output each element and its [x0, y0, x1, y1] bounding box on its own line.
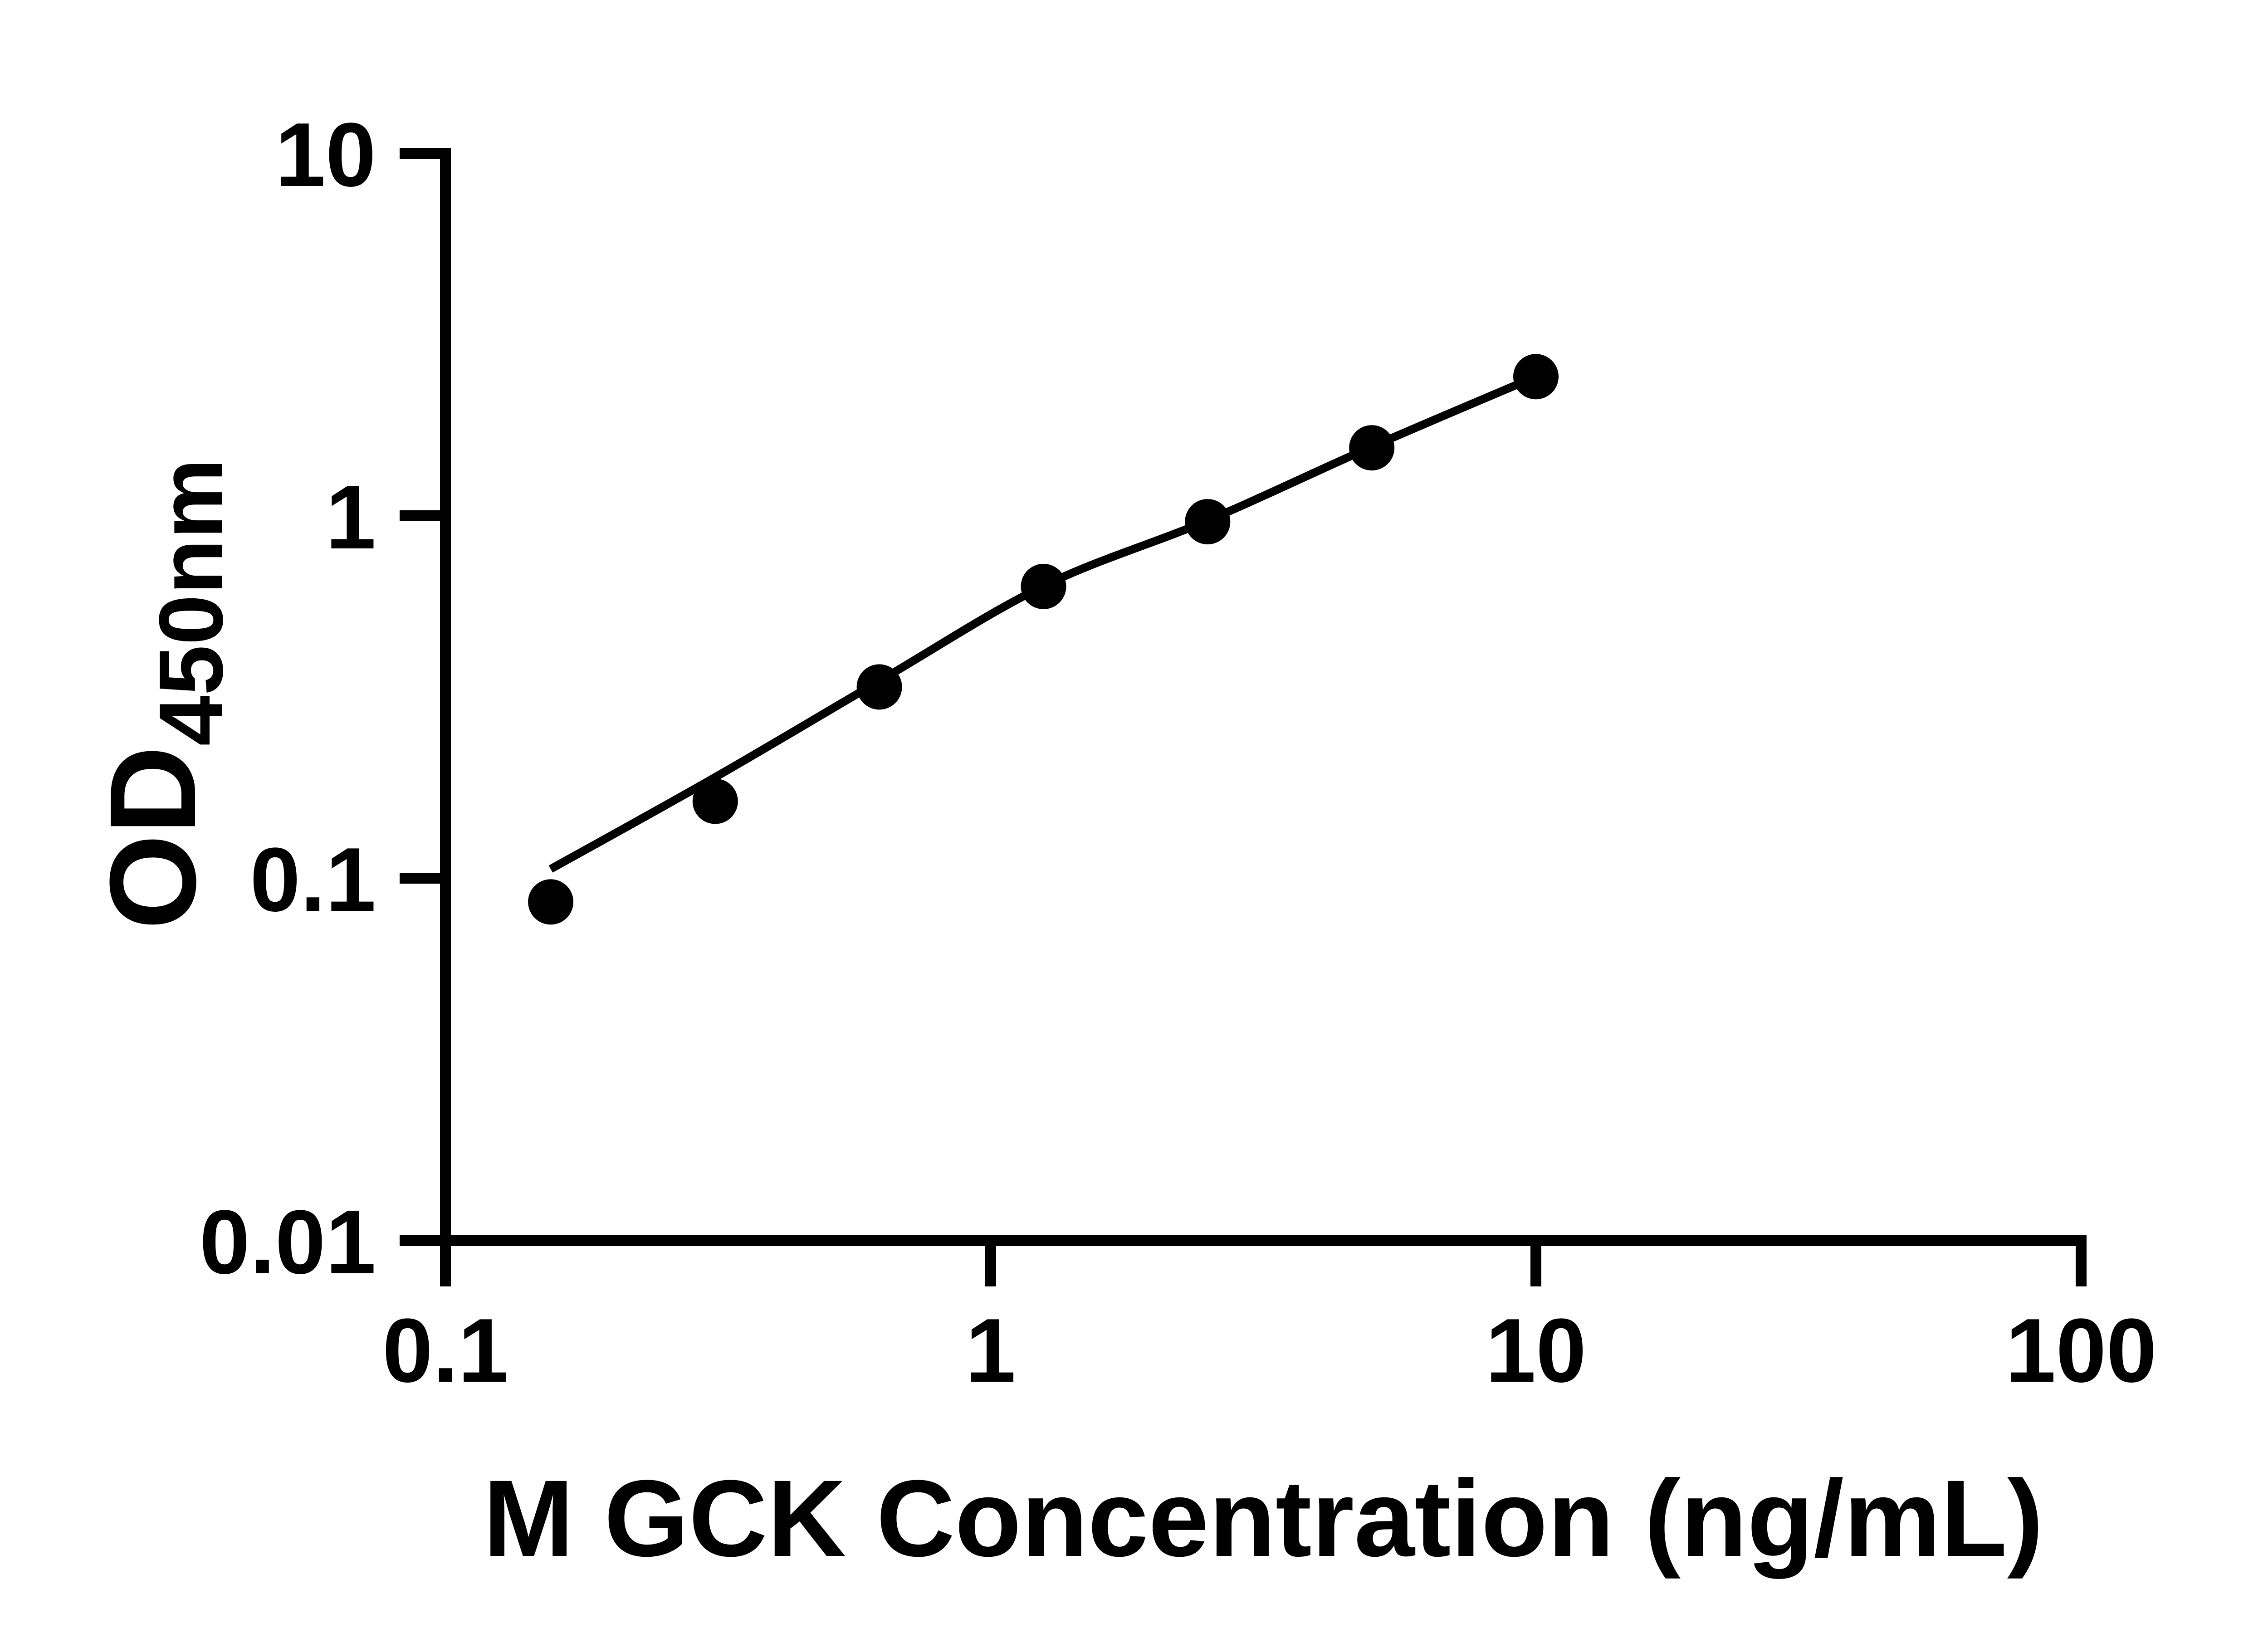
x-tick-label: 100	[2005, 1300, 2157, 1401]
y-tick-label: 0.01	[200, 1192, 376, 1293]
data-point	[856, 664, 902, 710]
data-point	[1513, 354, 1559, 400]
y-axis-title-main: OD	[85, 746, 221, 929]
axis-ticks	[400, 148, 2087, 1286]
x-tick-label: 0.1	[382, 1300, 508, 1401]
x-tick-label: 1	[965, 1300, 1016, 1401]
y-tick-label: 1	[326, 467, 376, 568]
x-tick-label: 10	[1486, 1300, 1586, 1401]
data-point	[528, 879, 574, 925]
y-tick-label: 10	[275, 104, 376, 205]
y-axis-title: OD450nm	[85, 459, 242, 930]
y-axis-title-subscript: 450nm	[141, 459, 242, 746]
data-point	[1021, 563, 1066, 609]
data-point	[1349, 425, 1395, 471]
data-point	[692, 778, 738, 824]
x-axis-title: M GCK Concentration (ng/mL)	[483, 1457, 2043, 1579]
data-points	[528, 354, 1559, 925]
y-tick-label: 0.1	[250, 829, 376, 930]
data-point	[1185, 499, 1231, 545]
axes	[440, 148, 2087, 1286]
